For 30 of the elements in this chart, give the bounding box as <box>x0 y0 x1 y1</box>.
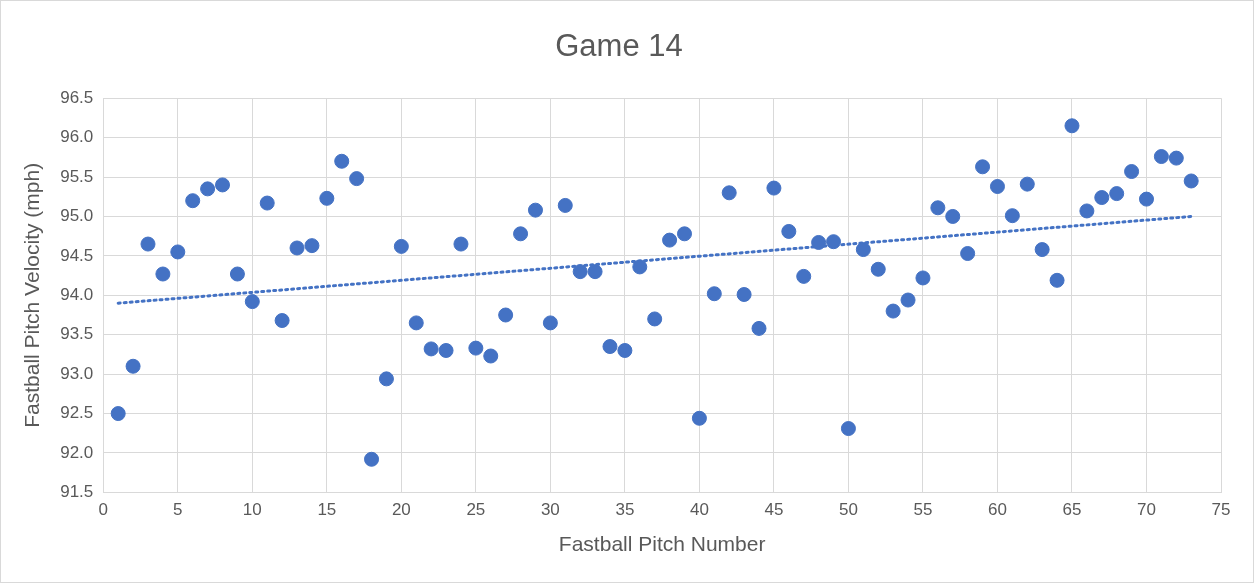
x-tick-label: 40 <box>689 500 709 520</box>
x-tick-label: 5 <box>173 500 183 520</box>
x-tick-label: 10 <box>242 500 262 520</box>
x-axis-title: Fastball Pitch Number <box>558 532 766 556</box>
x-tick-label: 35 <box>615 500 635 520</box>
y-tick-label: 95.0 <box>60 206 94 226</box>
y-axis-title: Fastball Pitch Velocity (mph) <box>20 162 44 428</box>
y-tick-label: 93.5 <box>60 324 94 344</box>
y-tick-label: 92.0 <box>60 442 94 462</box>
x-tick-label: 55 <box>913 500 933 520</box>
chart-title: Game 14 <box>555 28 683 64</box>
x-tick-label: 0 <box>98 500 109 520</box>
y-tick-label: 94.5 <box>60 245 94 265</box>
x-tick-label: 75 <box>1211 500 1231 520</box>
y-tick-label: 96.0 <box>60 127 94 147</box>
x-tick-label: 20 <box>391 500 411 520</box>
y-tick-label: 93.0 <box>60 363 94 383</box>
x-tick-label: 30 <box>540 500 560 520</box>
y-tick-label: 95.5 <box>60 166 94 186</box>
y-tick-label: 91.5 <box>60 482 94 502</box>
y-tick-label: 96.5 <box>60 87 94 107</box>
y-tick-label: 92.5 <box>60 403 94 423</box>
x-tick-label: 65 <box>1062 500 1082 520</box>
x-tick-label: 50 <box>838 500 858 520</box>
y-tick-label: 94.0 <box>60 284 94 304</box>
x-tick-label: 45 <box>764 500 784 520</box>
x-tick-label: 25 <box>466 500 486 520</box>
x-tick-label: 70 <box>1137 500 1156 520</box>
x-tick-label: 15 <box>317 500 337 520</box>
x-tick-label: 60 <box>988 500 1007 520</box>
